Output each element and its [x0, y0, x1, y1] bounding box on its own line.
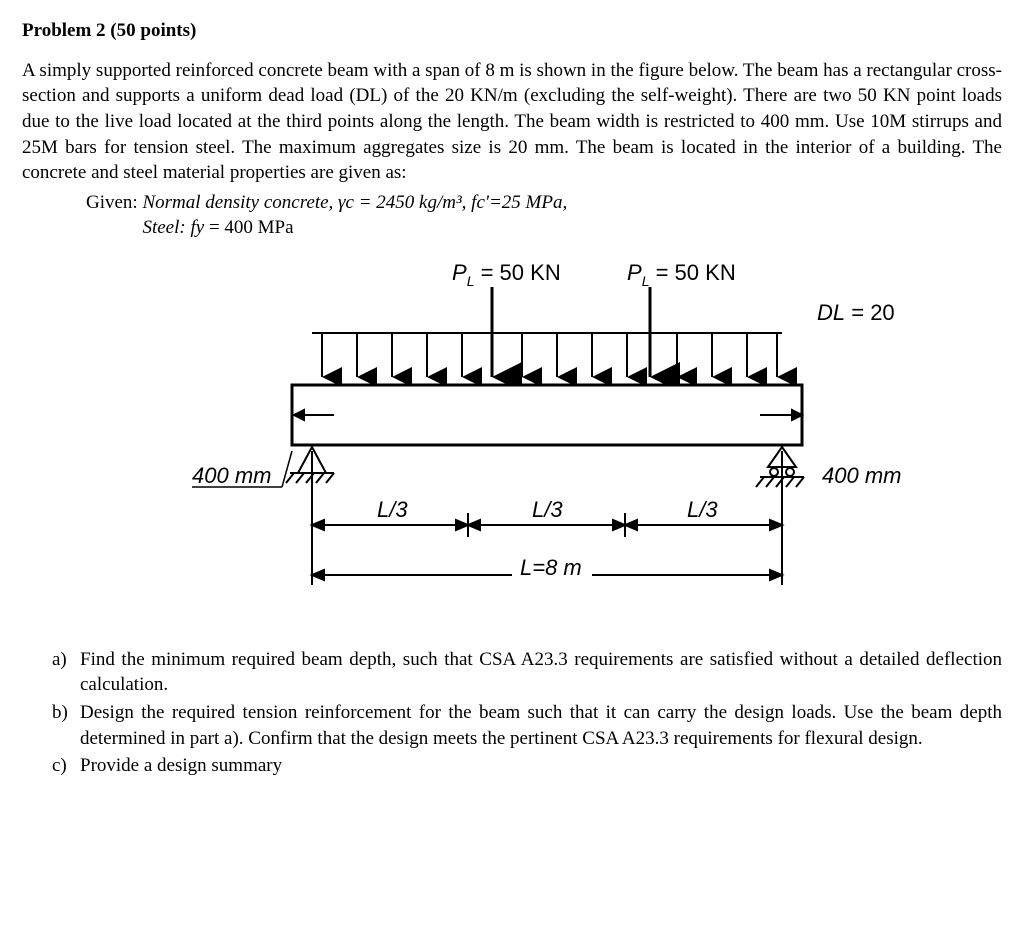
beam-rect	[292, 385, 802, 445]
given-block: Given: Normal density concrete, γc = 245…	[86, 190, 1002, 241]
qa-label: a)	[52, 647, 80, 673]
given-steel-label: Steel: fy	[142, 217, 204, 238]
question-list: a) Find the minimum required beam depth,…	[52, 647, 1002, 779]
problem-paragraph: A simply supported reinforced concrete b…	[22, 58, 1002, 186]
beam-diagram: PL = 50 KN PL = 50 KN DL = 20 KN/m	[22, 255, 1002, 633]
given-label: Given:	[86, 192, 142, 213]
span-label: L=8 m	[520, 555, 582, 580]
dl-label: DL = 20 KN/m	[817, 300, 902, 325]
problem-title: Problem 2 (50 points)	[22, 18, 1002, 44]
support-roller	[756, 447, 804, 487]
pl1-label: PL = 50 KN	[452, 260, 561, 289]
qa-text: Find the minimum required beam depth, su…	[80, 647, 1002, 698]
beam-svg: PL = 50 KN PL = 50 KN DL = 20 KN/m	[122, 255, 902, 625]
third1-label: L/3	[377, 497, 408, 522]
given-concrete: Normal density concrete, γc = 2450 kg/m³…	[142, 192, 567, 213]
given-steel-val: = 400 MPa	[204, 217, 293, 238]
depth-label-left: 400 mm	[192, 463, 271, 488]
qb-label: b)	[52, 700, 80, 726]
depth-label-right: 400 mm	[822, 463, 901, 488]
third3-label: L/3	[687, 497, 718, 522]
qc-text: Provide a design summary	[80, 753, 1002, 779]
pl2-label: PL = 50 KN	[627, 260, 736, 289]
support-pin	[286, 447, 334, 483]
qc-label: c)	[52, 753, 80, 779]
qb-text: Design the required tension reinforcemen…	[80, 700, 1002, 751]
third2-label: L/3	[532, 497, 563, 522]
udl-arrows	[322, 333, 777, 377]
